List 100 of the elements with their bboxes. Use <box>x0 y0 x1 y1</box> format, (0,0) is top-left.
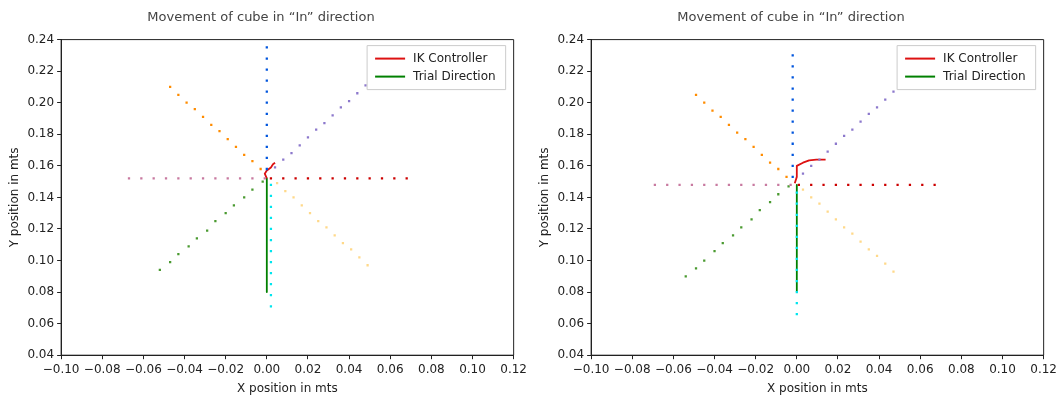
point <box>331 177 334 180</box>
point <box>380 177 384 180</box>
point <box>859 240 862 243</box>
point <box>678 183 681 186</box>
point <box>358 256 361 259</box>
legend-label: Trial Direction <box>412 68 496 83</box>
x-tick-label: 0.08 <box>418 361 445 376</box>
point <box>818 202 821 205</box>
y-tick-label: 0.20 <box>557 94 585 109</box>
point <box>810 196 813 199</box>
point <box>273 166 277 169</box>
point <box>306 136 310 139</box>
legend-label: IK Controller <box>413 50 488 65</box>
point <box>265 57 268 60</box>
point <box>859 120 862 123</box>
point <box>884 98 887 101</box>
point <box>265 46 268 49</box>
point <box>251 188 254 191</box>
x-tick-label: 0.06 <box>906 361 934 376</box>
point <box>791 54 794 57</box>
x-tick-label: −0.08 <box>83 361 121 376</box>
point <box>822 183 825 186</box>
y-tick-label: 0.16 <box>27 157 55 172</box>
x-tick-label: 0.02 <box>294 361 322 376</box>
point <box>801 188 805 191</box>
x-tick-label: 0.12 <box>1030 361 1057 376</box>
point <box>201 177 205 180</box>
point <box>243 196 246 199</box>
point <box>265 79 268 82</box>
point <box>791 109 794 112</box>
point <box>715 183 718 186</box>
y-tick-label: 0.06 <box>27 315 55 330</box>
point <box>859 183 862 186</box>
x-tick-label: 0.08 <box>948 361 975 376</box>
y-tick-label: 0.10 <box>557 252 585 267</box>
point <box>711 109 714 112</box>
y-tick-label: 0.22 <box>557 63 585 78</box>
y-tick-label: 0.04 <box>27 347 55 362</box>
x-tick-label: −0.10 <box>42 361 80 376</box>
point <box>694 267 698 270</box>
point <box>826 210 829 213</box>
y-tick-label: 0.12 <box>27 221 55 236</box>
point <box>319 177 322 180</box>
point <box>791 87 794 90</box>
x-tick-label: −0.02 <box>207 361 245 376</box>
point <box>851 128 854 131</box>
y-tick-label: 0.16 <box>557 157 585 172</box>
point <box>752 183 755 186</box>
x-tick-label: −0.04 <box>166 361 203 376</box>
point <box>703 259 706 262</box>
point <box>892 90 895 93</box>
y-tick-label: 0.24 <box>27 31 55 46</box>
point <box>294 177 297 180</box>
point <box>791 76 794 79</box>
x-tick-label: −0.06 <box>655 361 692 376</box>
x-tick-label: −0.04 <box>696 361 733 376</box>
point <box>206 229 209 232</box>
point <box>791 65 794 68</box>
x-tick-label: −0.02 <box>737 361 775 376</box>
point <box>842 226 846 229</box>
point <box>315 128 318 131</box>
point <box>164 177 168 180</box>
point <box>750 218 753 221</box>
point <box>892 270 895 273</box>
legend-label: Trial Direction <box>942 68 1026 83</box>
point <box>189 177 192 180</box>
y-tick-label: 0.06 <box>557 315 585 330</box>
y-tick-label: 0.12 <box>557 221 585 236</box>
point <box>269 177 273 180</box>
point <box>195 237 199 240</box>
x-tick-label: 0.02 <box>824 361 852 376</box>
y-tick-label: 0.08 <box>557 284 585 299</box>
chart-title: Movement of cube in “In” direction <box>677 9 905 25</box>
point <box>323 122 326 125</box>
y-tick-label: 0.14 <box>27 189 55 204</box>
point <box>366 264 369 267</box>
point <box>933 183 936 186</box>
point <box>791 98 794 101</box>
point <box>343 177 347 180</box>
point <box>292 196 295 199</box>
point <box>834 218 838 221</box>
x-tick-label: 0.04 <box>335 361 363 376</box>
point <box>325 226 328 229</box>
x-tick-label: 0.10 <box>459 361 486 376</box>
y-tick-label: 0.14 <box>557 189 585 204</box>
x-axis-title: X position in mts <box>236 380 338 395</box>
point <box>867 248 870 251</box>
y-tick-label: 0.18 <box>27 126 55 141</box>
point <box>127 177 131 180</box>
point <box>740 226 743 229</box>
point <box>282 158 285 161</box>
x-tick-label: 0.00 <box>783 361 811 376</box>
legend-label: IK Controller <box>943 50 1018 65</box>
point <box>214 177 217 180</box>
point <box>265 68 268 71</box>
x-tick-label: −0.10 <box>572 361 610 376</box>
x-axis-title: X position in mts <box>766 380 868 395</box>
x-tick-label: 0.12 <box>500 361 527 376</box>
point <box>405 177 408 180</box>
y-tick-label: 0.08 <box>27 284 55 299</box>
